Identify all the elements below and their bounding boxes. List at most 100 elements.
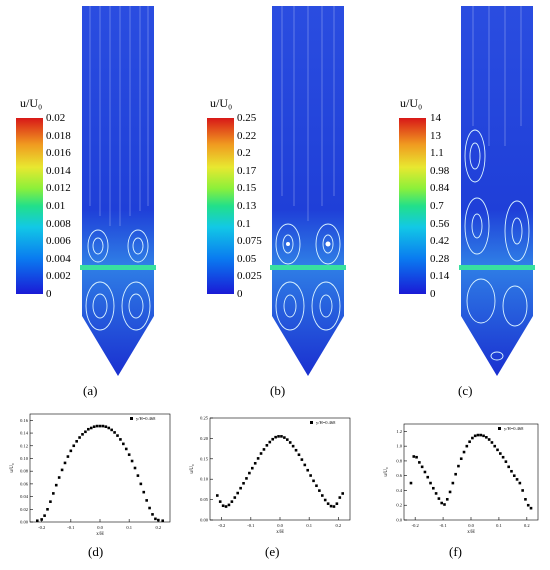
colorbar-tick: 0.13 [237,200,257,212]
colorbar [207,118,234,294]
x-axis-label: x/H [96,532,104,535]
data-point [512,474,516,477]
data-point [501,455,505,459]
y-tick-label: 0.02 [20,507,28,512]
data-point [224,505,228,508]
y-tick-label: 0.25 [200,416,209,421]
colorbar-tick: 0.28 [430,253,450,265]
data-point [239,486,242,490]
colorbar-tick: 0 [46,288,52,300]
data-point [262,448,266,451]
data-point [268,440,272,444]
data-point [57,476,61,479]
data-point [338,496,342,499]
data-point [451,481,455,485]
streamline-panel-a: u/U₀ 0.02 0.018 0.016 0.014 0.012 0.01 0… [0,0,183,400]
y-tick-label: 0.16 [20,418,29,423]
data-point [465,444,469,448]
data-point [104,425,108,429]
data-point [92,425,96,429]
data-point [487,438,491,441]
data-point [283,436,286,439]
data-point [142,490,146,494]
data-point [518,481,522,485]
colorbar-tick: 0.22 [237,130,257,142]
y-tick-label: 0.12 [20,443,28,448]
data-point [471,436,474,440]
data-point [329,504,333,508]
data-point [43,514,46,517]
y-tick-label: 0.06 [20,481,29,486]
data-point [297,453,301,457]
data-point [415,455,418,459]
data-point [154,517,157,521]
x-tick-label: 0.0 [97,525,103,530]
data-point [288,441,292,444]
data-point [443,503,446,506]
data-point [87,427,90,431]
colorbar-tick: 14 [430,112,441,124]
data-point [133,466,137,470]
data-point [473,434,477,438]
x-tick-label: 0.2 [156,525,162,530]
data-point [303,463,307,467]
y-axis-label: u/U₀ [190,464,195,474]
y-tick-label: 0.2 [396,503,402,508]
x-tick-label: 0.1 [306,523,312,528]
panel-label: (f) [449,544,462,559]
colorbar-tick: 0.02 [46,112,66,124]
data-point [259,452,263,455]
data-point [418,461,421,464]
data-point [515,478,519,481]
data-point [432,486,435,490]
x-tick-label: -0.2 [218,523,225,528]
colorbar-title: u/U₀ [210,96,233,110]
data-point [145,499,148,502]
x-axis-label: x/H [467,530,475,535]
data-point [315,484,318,488]
colorbar [399,118,426,294]
colorbar-tick: 0.025 [237,270,262,282]
data-point [95,424,99,428]
x-tick-label: -0.1 [440,523,447,528]
data-point [496,448,499,452]
data-point [462,450,466,454]
data-point [136,474,140,477]
legend-label: y/H=0.468 [316,420,336,425]
legend-label: y/H=0.468 [136,416,156,421]
data-point [265,444,269,447]
data-point [291,444,295,448]
data-point [98,424,102,428]
y-tick-label: 0.8 [396,458,402,463]
colorbar-tick: 0.42 [430,235,450,247]
y-tick-label: 0.15 [200,456,209,461]
data-point [482,434,485,438]
data-point [285,438,289,441]
data-point [271,437,275,441]
legend-marker [310,421,313,424]
data-point [479,433,483,437]
data-point [130,459,134,463]
legend-marker [130,417,133,420]
data-point [440,501,443,505]
profile-chart-d: -0.2 -0.1 0.0 0.1 0.2 0.00 0.02 0.04 0.06 0.08 0.1… [10,413,171,535]
data-point [510,469,513,473]
data-point [507,465,510,469]
data-point [63,461,67,465]
legend-label: y/H=0.468 [504,426,524,431]
data-point [529,506,533,510]
colorbar-tick: 0.1 [237,218,251,230]
colorbar-tick: 0.002 [46,270,71,282]
x-tick-label: 0.0 [277,523,283,528]
colorbar-tick: 0.018 [46,130,71,142]
data-point [66,455,70,458]
colorbar-tick: 0.7 [430,200,444,212]
data-point [448,490,452,494]
data-point [420,465,424,469]
streamline-image [270,6,346,376]
colorbar-tick: 1.1 [430,147,444,159]
data-point [457,464,460,468]
y-axis-label: u/U₀ [384,467,389,477]
colorbar-tick: 0.14 [430,270,450,282]
profile-chart-f: -0.2 -0.1 0.0 0.1 0.2 0.0 0.2 0.4 0.6 0.8 1.0 1.2 x/… [384,423,539,535]
